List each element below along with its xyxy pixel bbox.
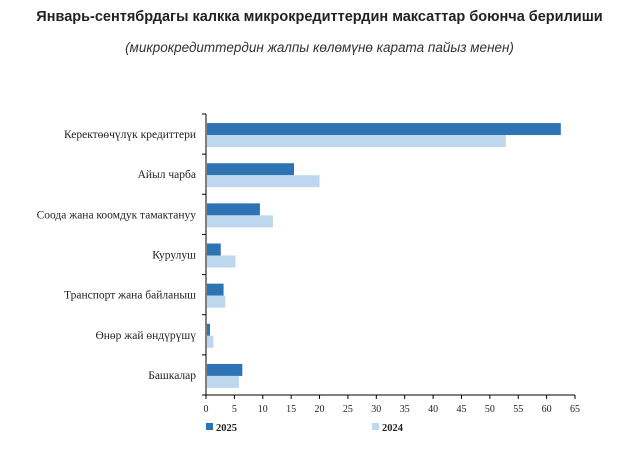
bar-2024 bbox=[207, 135, 506, 148]
x-tick-label: 50 bbox=[485, 404, 495, 415]
category-label: Өнөр жай өндүрүшү bbox=[95, 330, 196, 342]
bar-2025 bbox=[207, 283, 224, 296]
bar-2025 bbox=[207, 243, 221, 256]
bar-2024 bbox=[207, 335, 214, 348]
x-tick-label: 0 bbox=[204, 404, 209, 415]
bar-2024 bbox=[207, 295, 226, 308]
legend-label-2025: 2025 bbox=[216, 423, 237, 434]
x-tick-label: 30 bbox=[371, 404, 381, 415]
x-tick-label: 45 bbox=[456, 404, 466, 415]
chart-subtitle: (микрокредиттердин жалпы көлөмүнө карата… bbox=[125, 40, 514, 55]
bar-2025 bbox=[207, 163, 294, 176]
bar-2024 bbox=[207, 215, 273, 228]
bar-2024 bbox=[207, 375, 239, 388]
x-tick-label: 10 bbox=[258, 404, 268, 415]
x-tick-label: 35 bbox=[400, 404, 410, 415]
category-label: Башкалар bbox=[148, 370, 196, 382]
category-label: Керектөөчүлүк кредиттери bbox=[64, 129, 196, 141]
category-label: Транспорт жана байланыш bbox=[64, 290, 196, 302]
chart-title: Январь-сентябрдагы калкка микрокредиттер… bbox=[36, 9, 603, 25]
legend-label-2024: 2024 bbox=[382, 423, 404, 434]
category-label: Соода жана коомдук тамактануу bbox=[37, 209, 197, 221]
x-tick-label: 55 bbox=[513, 404, 523, 415]
legend-swatch-2025 bbox=[206, 423, 213, 430]
x-tick-label: 40 bbox=[428, 404, 438, 415]
x-tick-label: 25 bbox=[343, 404, 353, 415]
category-label: Айыл чарба bbox=[138, 169, 196, 181]
bar-2024 bbox=[207, 255, 236, 268]
x-tick-label: 5 bbox=[232, 404, 237, 415]
x-tick-label: 60 bbox=[542, 404, 552, 415]
category-label: Курулуш bbox=[152, 250, 196, 262]
x-tick-label: 15 bbox=[286, 404, 296, 415]
x-tick-label: 65 bbox=[570, 404, 580, 415]
legend-swatch-2024 bbox=[372, 423, 379, 430]
bar-2025 bbox=[207, 323, 210, 336]
bar-2025 bbox=[207, 363, 243, 376]
bar-2025 bbox=[207, 203, 260, 216]
x-tick-label: 20 bbox=[315, 404, 325, 415]
bar-2025 bbox=[207, 123, 561, 136]
bar-2024 bbox=[207, 175, 320, 188]
